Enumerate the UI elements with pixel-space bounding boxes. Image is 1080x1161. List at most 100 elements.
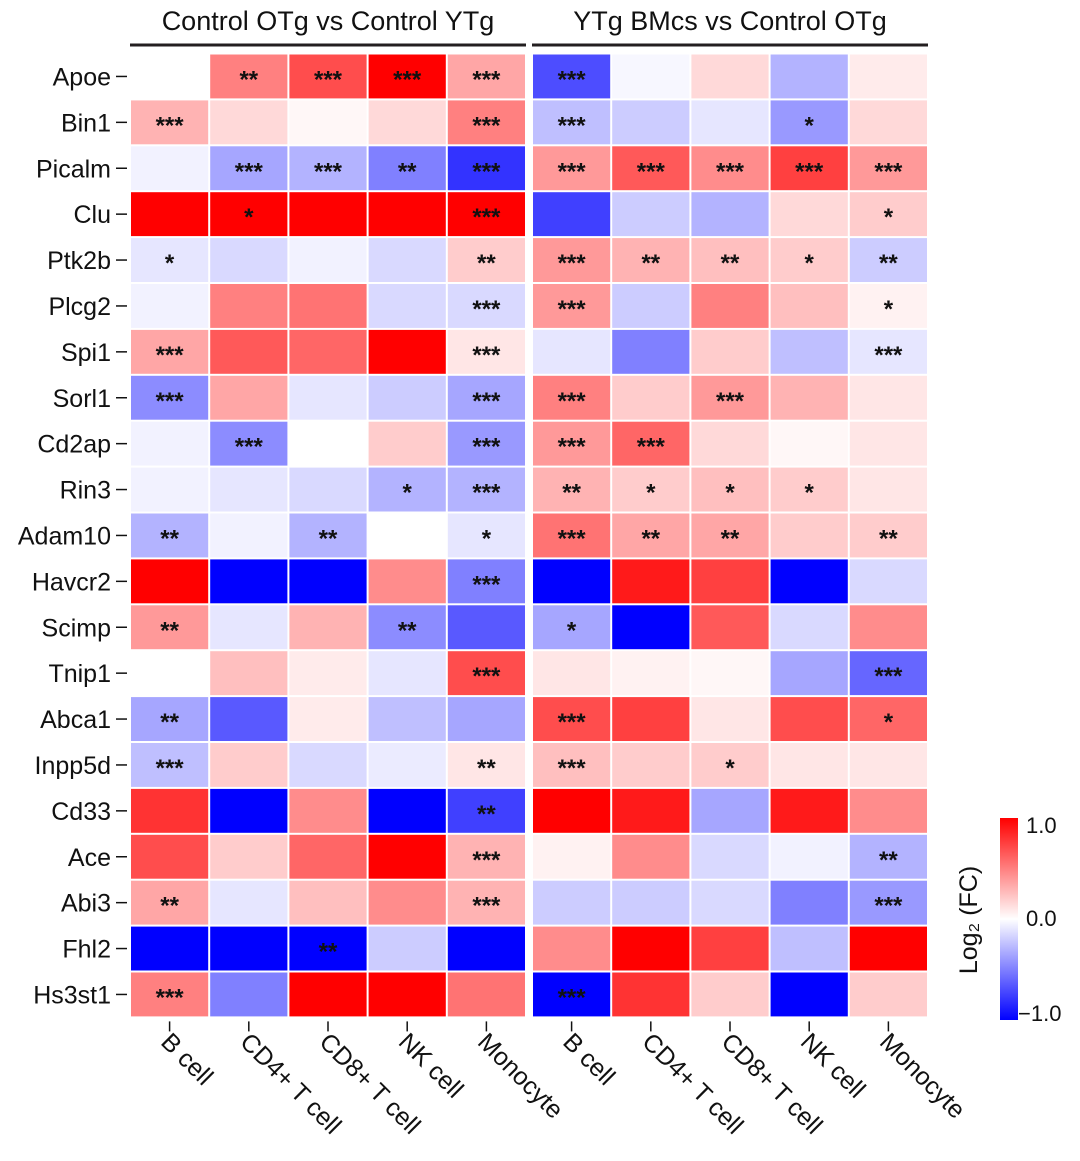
significance-stars: ***	[472, 204, 501, 231]
significance-stars: **	[319, 525, 338, 552]
significance-stars: ***	[558, 112, 587, 139]
significance-stars: ***	[472, 893, 501, 920]
significance-stars: ***	[472, 847, 501, 874]
significance-stars: **	[879, 250, 898, 277]
heatmap-cell-ptk2b-b-cell	[533, 238, 611, 282]
heatmap-cell-havcr2-b-cell	[533, 559, 611, 604]
heatmap-cell-sorl1-cd4-t-cell	[210, 375, 288, 420]
gene-label-clu: Clu	[73, 201, 111, 229]
gene-label-plcg2: Plcg2	[48, 293, 111, 321]
significance-stars: ***	[472, 388, 501, 415]
heatmap-cell-inpp5d-cd4-t-cell	[612, 743, 690, 787]
heatmap-cell-hs3st1-monocyte	[849, 972, 927, 1017]
significance-stars: ***	[874, 158, 903, 185]
significance-stars: ***	[472, 571, 501, 598]
heatmap-cell-scimp-nk-cell	[368, 605, 446, 650]
gene-label-ptk2b: Ptk2b	[47, 247, 111, 275]
significance-stars: ***	[314, 158, 343, 185]
heatmap-cell-scimp-nk-cell	[770, 605, 848, 650]
heatmap-cell-cd2ap-nk-cell	[368, 421, 446, 466]
heatmap-cell-rin3-monocyte	[849, 467, 927, 512]
significance-stars: ***	[874, 663, 903, 690]
heatmap-cell-clu-b-cell	[533, 192, 611, 237]
heatmap-cell-scimp-cd4-t-cell	[210, 605, 288, 650]
heatmap-cell-sorl1-nk-cell	[770, 375, 848, 420]
significance-stars: **	[160, 893, 179, 920]
heatmap-cell-abi3-nk-cell	[368, 880, 446, 925]
heatmap-cell-picalm-cd4-t-cell	[210, 146, 288, 191]
heatmap-cell-havcr2-nk-cell	[770, 559, 848, 604]
heatmap-cell-rin3-b-cell	[131, 467, 209, 512]
significance-stars: ***	[472, 480, 501, 507]
heatmap-cell-ptk2b-nk-cell	[368, 238, 446, 282]
heatmap-cell-tnip1-monocyte	[447, 651, 525, 696]
significance-stars: **	[239, 66, 258, 93]
heatmap-cell-sorl1-monocyte	[849, 375, 927, 420]
gene-label-abca1: Abca1	[40, 706, 111, 734]
heatmap-cell-fhl2-nk-cell	[368, 926, 446, 971]
heatmap-cell-ace-cd4-t-cell	[612, 834, 690, 879]
heatmap-cell-bin1-cd4-t-cell	[210, 100, 288, 145]
significance-stars: *	[884, 204, 894, 231]
legend-mid-label: 0.0	[1026, 906, 1057, 931]
heatmap-cell-ptk2b-cd4-t-cell	[612, 238, 690, 282]
gene-label-sorl1: Sorl1	[53, 385, 111, 413]
heatmap-cell-bin1-cd8-t-cell	[289, 100, 367, 145]
heatmap-cell-abi3-monocyte	[447, 880, 525, 925]
heatmap-cell-tnip1-monocyte	[849, 651, 927, 696]
significance-stars: ***	[314, 66, 343, 93]
heatmap-cell-abca1-monocyte	[447, 697, 525, 741]
significance-stars: ***	[472, 296, 501, 323]
gene-label-adam10: Adam10	[18, 522, 111, 550]
heatmap-cell-picalm-cd8-t-cell	[691, 146, 769, 191]
heatmap-cell-cd33-monocyte	[849, 788, 927, 833]
heatmap-cell-hs3st1-monocyte	[447, 972, 525, 1017]
significance-stars: ***	[156, 342, 185, 369]
heatmap-cell-cd33-b-cell	[131, 788, 209, 833]
heatmap-cell-abi3-b-cell	[131, 880, 209, 925]
heatmap-cell-scimp-monocyte	[849, 605, 927, 650]
significance-stars: *	[403, 480, 413, 507]
heatmap-cell-ace-b-cell	[533, 834, 611, 879]
cell-type-label-monocyte-panel-2: Monocyte	[874, 1028, 970, 1124]
heatmap-cell-spi1-cd8-t-cell	[289, 329, 367, 374]
significance-stars: **	[477, 801, 496, 828]
heatmap-cell-ptk2b-monocyte	[849, 238, 927, 282]
heatmap-cell-clu-cd4-t-cell	[612, 192, 690, 237]
heatmap-panel-2: YTg BMcs vs Control OTg****** **** *** *** *…	[532, 6, 928, 1017]
heatmap-cell-havcr2-cd8-t-cell	[289, 559, 367, 604]
heatmap-cell-apoe-b-cell	[533, 54, 611, 99]
heatmap-cell-havcr2-cd8-t-cell	[691, 559, 769, 604]
significance-stars: **	[562, 480, 581, 507]
significance-stars: ***	[558, 755, 587, 782]
heatmap-cell-apoe-monocyte	[849, 54, 927, 99]
heatmap-cell-scimp-cd8-t-cell	[691, 605, 769, 650]
heatmap-cell-bin1-nk-cell	[368, 100, 446, 145]
cell-type-label-monocyte-panel-1: Monocyte	[472, 1028, 568, 1124]
heatmap-cell-inpp5d-nk-cell	[368, 743, 446, 787]
significance-stars: **	[721, 525, 740, 552]
significance-stars: ***	[472, 342, 501, 369]
heatmap-cell-spi1-b-cell	[533, 329, 611, 374]
heatmap-cell-bin1-monocyte	[849, 100, 927, 145]
significance-stars: *	[805, 112, 815, 139]
heatmap-cell-picalm-b-cell	[131, 146, 209, 191]
heatmap-cell-inpp5d-cd8-t-cell	[289, 743, 367, 787]
heatmap-cell-bin1-b-cell	[533, 100, 611, 145]
heatmap-cell-havcr2-monocyte	[849, 559, 927, 604]
heatmap-cell-bin1-nk-cell	[770, 100, 848, 145]
heatmap-cell-abi3-nk-cell	[770, 880, 848, 925]
significance-stars: **	[160, 525, 179, 552]
gene-label-bin1: Bin1	[61, 109, 111, 137]
significance-stars: *	[244, 204, 254, 231]
heatmap-cell-picalm-cd4-t-cell	[612, 146, 690, 191]
heatmap-panel-1: Control OTg vs Control YTg** *** *** ******…	[130, 6, 526, 1017]
significance-stars: **	[879, 847, 898, 874]
heatmap-cell-tnip1-cd4-t-cell	[210, 651, 288, 696]
heatmap-cell-plcg2-cd8-t-cell	[289, 284, 367, 328]
heatmap-cell-adam10-cd4-t-cell	[210, 513, 288, 558]
heatmap-cell-plcg2-nk-cell	[770, 284, 848, 328]
heatmap-cell-hs3st1-cd4-t-cell	[612, 972, 690, 1017]
legend-colorbar	[1000, 818, 1018, 1020]
heatmap-cell-apoe-nk-cell	[368, 54, 446, 99]
